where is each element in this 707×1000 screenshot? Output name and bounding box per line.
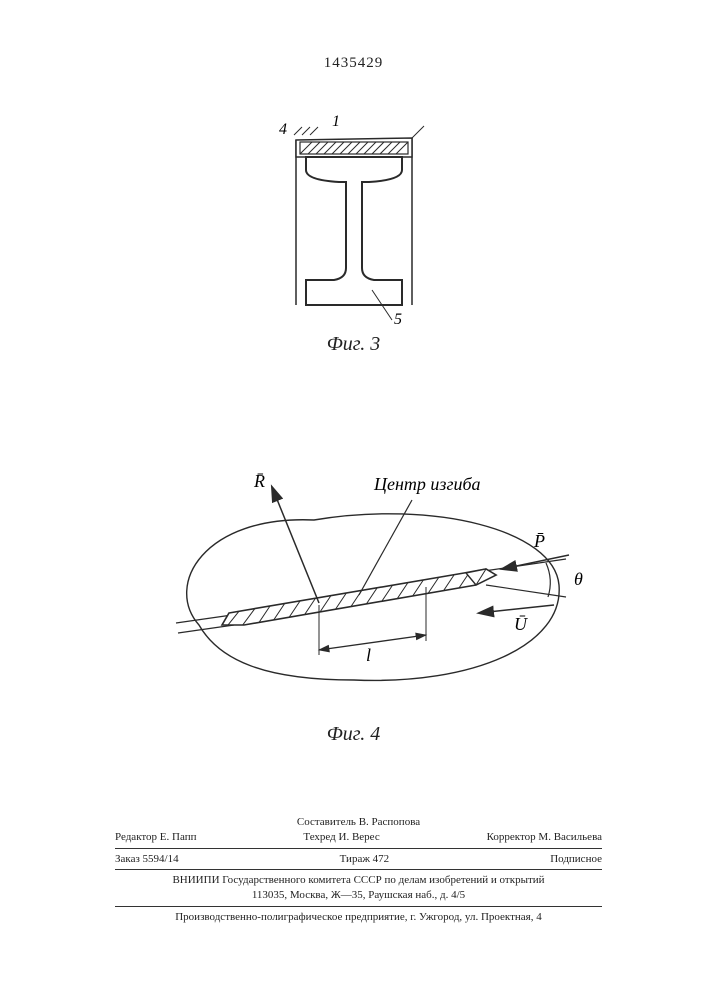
fig4-center-label: Центр изгиба: [373, 474, 481, 494]
footer-techred: Техред И. Верес: [303, 830, 379, 845]
fig4-caption: Фиг. 4: [327, 723, 381, 746]
footer-block: Составитель В. Распопова Редактор Е. Пап…: [115, 815, 602, 925]
fig3-caption: Фиг. 3: [327, 333, 381, 356]
fig4-label-theta: θ: [574, 569, 583, 589]
footer-tirage: Тираж 472: [340, 852, 390, 867]
footer-editor: Редактор Е. Папп: [115, 830, 196, 845]
footer-print: Производственно-полиграфическое предприя…: [115, 910, 602, 925]
page-number: 1435429: [0, 55, 707, 72]
footer-order: Заказ 5594/14: [115, 852, 179, 867]
fig4-svg: R̄ Центр изгиба P̄ Ū θ l: [114, 445, 594, 715]
fig4-label-P: P̄: [533, 531, 545, 551]
footer-compiler: Составитель В. Распопова: [115, 815, 602, 830]
fig4-label-l: l: [366, 645, 371, 665]
fig3-label-1: 1: [332, 113, 340, 130]
footer-subscription: Подписное: [550, 852, 602, 867]
fig4-label-U: Ū: [514, 614, 528, 634]
fig3-svg: 4 1 5: [254, 110, 454, 325]
fig4-label-R: R̄: [253, 471, 265, 491]
fig3-label-5: 5: [394, 311, 402, 325]
fig3-label-4: 4: [279, 121, 287, 138]
footer-org1: ВНИИПИ Государственного комитета СССР по…: [115, 873, 602, 888]
figure-3: 4 1 5 Фиг. 3: [0, 110, 707, 356]
footer-corrector: Корректор М. Васильева: [487, 830, 602, 845]
figure-4: R̄ Центр изгиба P̄ Ū θ l Фиг. 4: [0, 445, 707, 746]
footer-org2: 113035, Москва, Ж—35, Раушская наб., д. …: [115, 888, 602, 903]
